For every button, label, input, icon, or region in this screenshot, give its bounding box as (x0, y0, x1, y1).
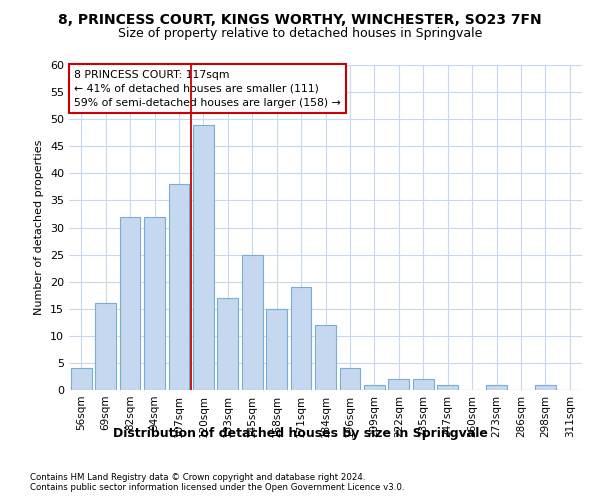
Text: Contains HM Land Registry data © Crown copyright and database right 2024.: Contains HM Land Registry data © Crown c… (30, 472, 365, 482)
Bar (364, 384, 385, 390)
Bar (95, 304, 116, 390)
Bar (169, 184, 190, 390)
Text: Contains public sector information licensed under the Open Government Licence v3: Contains public sector information licen… (30, 484, 404, 492)
Bar (340, 368, 361, 390)
Bar (486, 384, 507, 390)
Bar (315, 325, 336, 390)
Bar (119, 216, 140, 390)
Bar (535, 384, 556, 390)
Bar (193, 124, 214, 390)
Bar (242, 254, 263, 390)
Y-axis label: Number of detached properties: Number of detached properties (34, 140, 44, 315)
Bar (413, 379, 434, 390)
Bar (71, 368, 92, 390)
Bar (144, 216, 165, 390)
Text: 8 PRINCESS COURT: 117sqm
← 41% of detached houses are smaller (111)
59% of semi-: 8 PRINCESS COURT: 117sqm ← 41% of detach… (74, 70, 341, 108)
Bar (388, 379, 409, 390)
Bar (266, 308, 287, 390)
Text: 8, PRINCESS COURT, KINGS WORTHY, WINCHESTER, SO23 7FN: 8, PRINCESS COURT, KINGS WORTHY, WINCHES… (58, 12, 542, 26)
Text: Size of property relative to detached houses in Springvale: Size of property relative to detached ho… (118, 28, 482, 40)
Bar (437, 384, 458, 390)
Bar (290, 287, 311, 390)
Bar (217, 298, 238, 390)
Text: Distribution of detached houses by size in Springvale: Distribution of detached houses by size … (113, 428, 487, 440)
